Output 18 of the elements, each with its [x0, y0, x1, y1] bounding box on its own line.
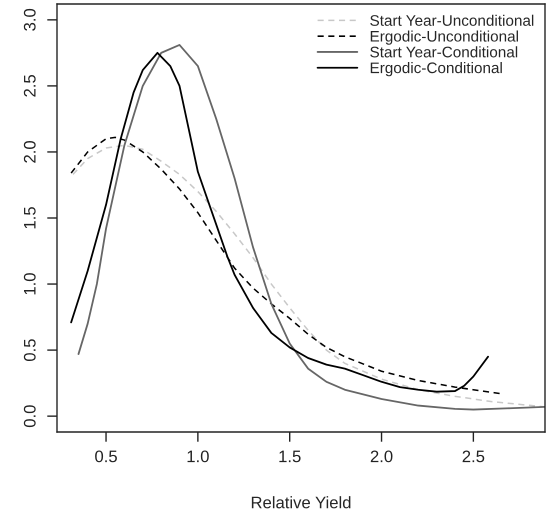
legend-label: Ergodic-Unconditional	[370, 30, 518, 45]
y-tick-label: 1.5	[24, 207, 36, 228]
x-tick-label: 2.5	[462, 450, 484, 462]
y-tick-label: 0.5	[24, 339, 36, 362]
y-tick-label: 3.0	[24, 8, 36, 31]
legend-label: Start Year-Unconditional	[370, 14, 534, 26]
y-tick-label: 1.0	[24, 273, 36, 294]
x-axis-title: Relative Yield	[252, 496, 350, 508]
x-tick-label: 1.0	[188, 450, 209, 462]
x-tick-label: 2.0	[370, 450, 392, 462]
y-tick-label: 0.0	[24, 405, 36, 428]
x-tick-label: 0.5	[95, 450, 117, 462]
legend-label: Ergodic-Conditional	[370, 62, 502, 76]
y-tick-label: 2.5	[24, 75, 36, 97]
y-tick-label: 2.0	[24, 141, 36, 163]
x-tick-label: 1.5	[279, 450, 301, 462]
legend-label: Start Year-Conditional	[370, 46, 518, 58]
line-series	[78, 44, 545, 410]
